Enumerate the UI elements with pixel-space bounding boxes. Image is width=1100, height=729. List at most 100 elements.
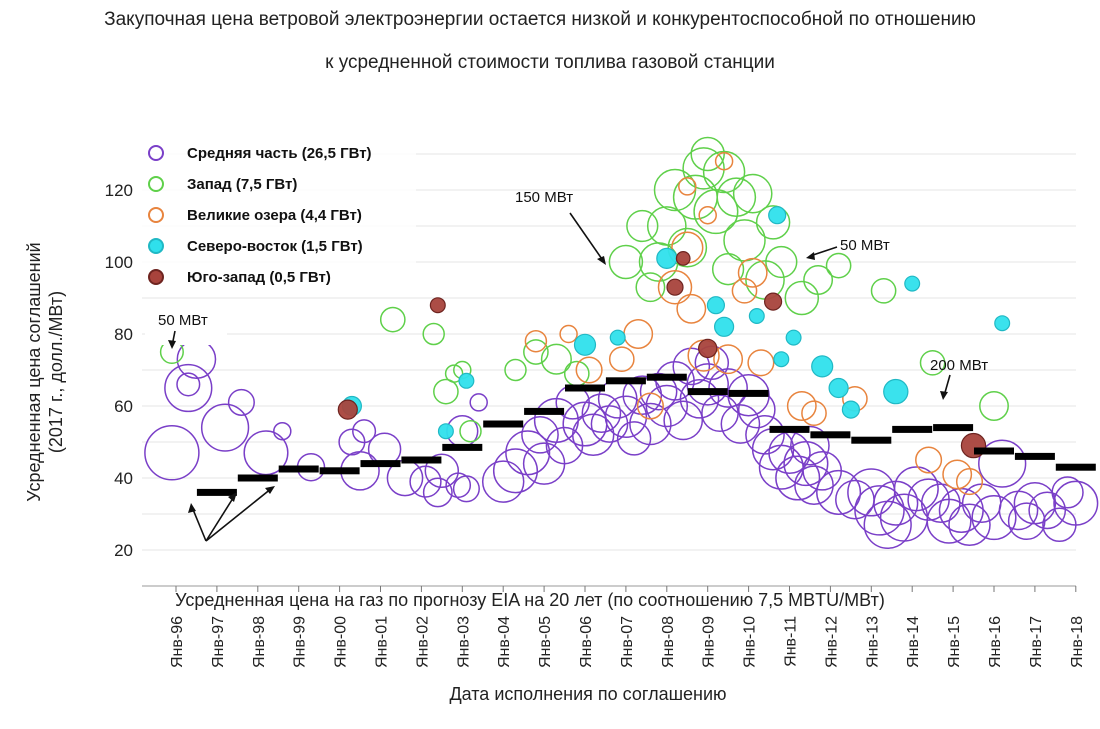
y-tick-label: 40 <box>114 469 133 488</box>
legend-label-mid: Средняя часть (26,5 ГВт) <box>187 145 372 162</box>
annotation-150mw: 150 МВт <box>515 189 573 206</box>
y-tick-label: 100 <box>105 253 133 272</box>
bubble-ne <box>706 296 726 315</box>
bubble-mid <box>505 430 551 476</box>
bubble-mid <box>616 421 652 456</box>
bubble-west <box>870 277 897 304</box>
bubble-ne <box>768 206 787 225</box>
bubble-west <box>755 205 791 240</box>
bubble-west <box>608 244 644 280</box>
bubble-mid <box>745 414 785 455</box>
bubble-mid <box>727 373 770 417</box>
bubble-west <box>825 252 852 279</box>
gas-price-bar <box>442 443 483 451</box>
bubble-west <box>716 177 757 218</box>
gas-price-bar <box>933 424 974 432</box>
bubble-mid <box>790 425 830 466</box>
y-axis-label-line1: Усредненная цена соглашений <box>24 242 44 501</box>
bubble-sw <box>429 297 446 314</box>
legend-label-sw: Юго-запад (0,5 ГВт) <box>187 269 331 286</box>
bubble-lakes <box>942 459 973 490</box>
legend-marker-west <box>148 176 164 192</box>
gas-price-bar <box>728 389 769 397</box>
bubble-mid <box>581 393 622 434</box>
bubble-mid <box>176 339 217 380</box>
bubble-mid <box>571 413 615 457</box>
bubble-mid <box>737 390 776 429</box>
x-tick-label: Янв-98 <box>251 616 268 668</box>
bubble-lakes <box>575 356 603 384</box>
gas-price-bars <box>196 373 1096 496</box>
gas-price-bar <box>524 407 565 415</box>
gas-price-bar <box>319 467 360 475</box>
bubble-west <box>682 147 725 190</box>
bubble-ne <box>883 378 909 405</box>
bubble-west <box>635 272 666 303</box>
bubble-lakes <box>737 257 768 288</box>
bubble-ne <box>748 308 765 325</box>
bubble-mid <box>481 460 525 503</box>
legend-marker-mid <box>148 145 164 161</box>
gas-price-bar <box>974 447 1014 455</box>
bubble-lakes <box>915 446 943 474</box>
bubble-mid <box>176 372 201 397</box>
x-tick-label: Янв-11 <box>783 616 800 667</box>
bubble-sw <box>763 292 783 311</box>
x-tick-label: Янв-15 <box>946 616 963 668</box>
gas-price-bar <box>646 373 687 381</box>
x-tick-label: Янв-97 <box>210 616 227 668</box>
bubble-mid <box>775 455 821 501</box>
bubble-mid <box>672 347 711 386</box>
bubble-mid <box>1051 476 1084 509</box>
x-tick-label: Янв-18 <box>1069 616 1086 668</box>
bubble-lakes <box>714 151 734 171</box>
bubble-west <box>504 358 527 382</box>
legend: Средняя часть (26,5 ГВт) Запад (7,5 ГВт) В… <box>142 132 416 292</box>
bubble-sw <box>675 250 691 266</box>
bubble-ne <box>609 329 626 346</box>
bubble-mid <box>200 403 250 452</box>
bubble-mid <box>794 465 834 506</box>
chart-title-line1: Закупочная цена ветровой электроэнергии … <box>104 9 976 30</box>
annotation-arrows <box>171 212 951 542</box>
x-tick-label: Янв-00 <box>333 616 350 668</box>
x-tick-label: Янв-06 <box>578 616 595 668</box>
bubble-west <box>765 245 798 279</box>
annotation-50mw-right: 50 МВт <box>840 237 890 254</box>
bubble-lakes <box>559 324 578 344</box>
bubble-mid <box>227 388 255 416</box>
x-tick-label: Янв-07 <box>619 616 636 668</box>
bubble-west <box>379 306 406 333</box>
bubble-west <box>690 136 725 172</box>
bubble-west <box>919 349 946 376</box>
y-tick-label: 20 <box>114 541 133 560</box>
legend-marker-sw <box>148 269 164 285</box>
x-tick-label: Янв-17 <box>1028 616 1045 668</box>
x-tick-label: Янв-10 <box>742 616 759 668</box>
gas-price-bar <box>483 420 524 428</box>
bubble-mid <box>1013 481 1057 525</box>
bubble-mid <box>445 472 472 499</box>
bubble-ne <box>458 372 475 389</box>
bubble-mid <box>971 495 1017 541</box>
x-axis-label: Дата исполнения по соглашению <box>449 684 726 704</box>
bubble-mid <box>639 372 678 411</box>
gas-price-bar <box>810 431 851 439</box>
bubble-ne <box>773 351 790 368</box>
x-tick-label: Янв-03 <box>455 616 472 668</box>
bubble-west <box>784 280 820 316</box>
x-tick-label: Янв-09 <box>701 616 718 668</box>
bubble-ne <box>841 400 861 419</box>
x-tick-label: Янв-99 <box>292 616 309 668</box>
bubble-west <box>979 391 1009 421</box>
x-tick-label: Янв-14 <box>905 616 922 668</box>
x-tick-label: Янв-04 <box>496 616 513 668</box>
bubble-ne <box>656 247 678 269</box>
gas-price-bar <box>196 488 237 496</box>
bubble-west <box>422 322 445 346</box>
bubble-mid <box>893 466 939 512</box>
gas-price-bar <box>687 388 728 396</box>
bubble-lakes <box>524 329 548 353</box>
annotation-50mw-left: 50 МВт <box>158 312 208 329</box>
